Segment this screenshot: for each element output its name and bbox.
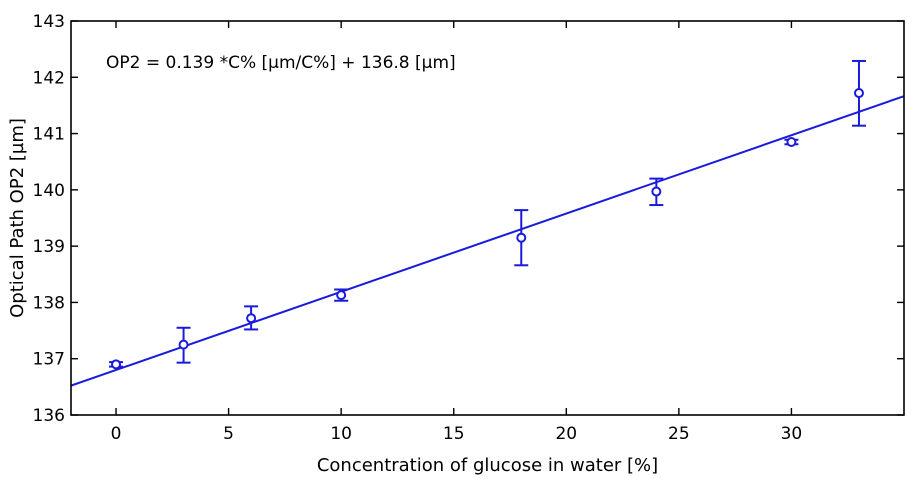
y-tick-label: 141 xyxy=(33,125,65,145)
data-point xyxy=(853,88,864,99)
x-tick-label: 20 xyxy=(555,424,577,444)
x-tick-label: 30 xyxy=(781,424,803,444)
fit-equation-annotation: OP2 = 0.139 *C% [µm/C%] + 136.8 [µm] xyxy=(106,53,456,73)
data-point xyxy=(516,232,527,243)
y-tick-label: 136 xyxy=(33,406,65,426)
x-tick-label: 15 xyxy=(443,424,465,444)
fit-line xyxy=(70,95,905,387)
data-point xyxy=(651,186,662,197)
x-tick-label: 10 xyxy=(330,424,352,444)
x-axis-title: Concentration of glucose in water [%] xyxy=(317,455,658,476)
x-tick-label: 0 xyxy=(111,424,122,444)
y-tick-label: 140 xyxy=(33,181,65,201)
plot-content xyxy=(70,59,905,387)
axis-layer: 0 5 10 15 20 25 30 136 137 138 139 140 141 142 143 xyxy=(33,12,904,444)
data-point xyxy=(178,339,189,350)
data-point xyxy=(111,359,122,370)
data-point xyxy=(786,137,797,148)
y-tick-label: 139 xyxy=(33,237,65,257)
y-axis-title: Optical Path OP2 [µm] xyxy=(7,118,28,318)
x-tick-label: 25 xyxy=(668,424,690,444)
x-tick-label: 5 xyxy=(223,424,234,444)
y-tick-label: 142 xyxy=(33,68,65,88)
data-point xyxy=(336,290,347,301)
y-tick-label: 137 xyxy=(33,350,65,370)
plot-frame xyxy=(70,20,905,416)
y-tick-label: 143 xyxy=(33,12,65,32)
y-tick-label: 138 xyxy=(33,293,65,313)
data-point xyxy=(246,313,257,324)
